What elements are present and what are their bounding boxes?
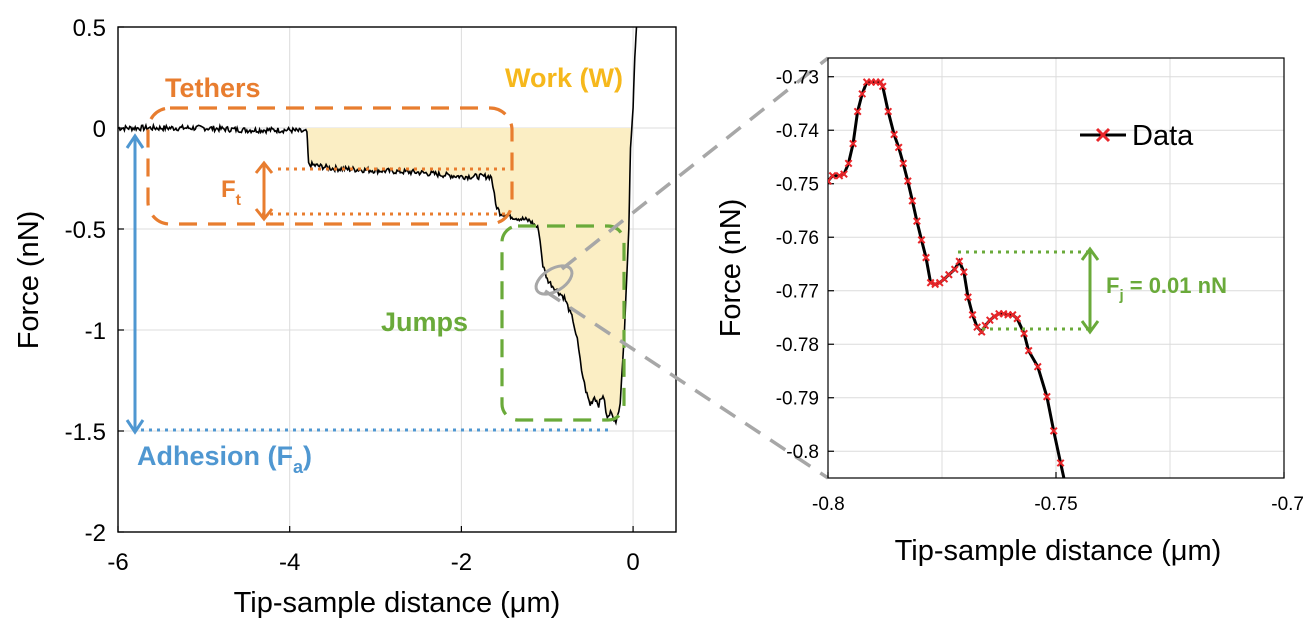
left-x-tick-label: -2	[451, 549, 472, 576]
data-point-marker	[990, 312, 999, 321]
data-point-marker	[950, 265, 959, 274]
zoom-data-line	[828, 80, 1066, 478]
fj-label-value: = 0.01 nN	[1124, 273, 1227, 298]
ft-arrow-head-bottom	[254, 208, 274, 222]
right-y-tick-label: -0.79	[776, 389, 819, 410]
right-y-tick-label: -0.75	[776, 175, 819, 196]
adhesion-label: Adhesion (Fa)	[137, 441, 312, 477]
right-x-axis-label: Tip-sample distance (μm)	[895, 535, 1222, 567]
data-point-marker	[1024, 346, 1033, 355]
data-point-marker	[849, 139, 857, 148]
force-curve-line	[118, 27, 638, 426]
data-point-marker	[908, 196, 917, 205]
left-x-tick-labels: -6 -4 -2 0	[107, 549, 639, 576]
data-point-marker	[917, 236, 926, 244]
left-y-tick-label: -1	[85, 318, 106, 345]
ft-label-sub: t	[236, 192, 242, 209]
right-y-tick-label: -0.73	[776, 68, 819, 89]
data-point-marker	[878, 82, 887, 91]
data-point-marker	[853, 107, 862, 116]
adhesion-label-end: )	[303, 441, 312, 471]
data-point-marker	[899, 159, 908, 168]
data-point-marker	[840, 170, 848, 179]
jumps-region-box	[500, 224, 626, 422]
data-point-marker	[964, 293, 972, 302]
right-x-tick-label: -0.7	[1271, 494, 1304, 515]
adhesion-label-main: Adhesion (F	[137, 441, 293, 471]
zoom-connector-bottom	[544, 289, 829, 480]
left-y-tick-label: 0	[93, 116, 106, 143]
left-x-tick-label: 0	[626, 549, 639, 576]
tethers-label: Tethers	[165, 73, 261, 103]
fj-arrow-head-top	[1080, 246, 1100, 261]
data-point-marker	[890, 130, 899, 139]
fj-label: Fj = 0.01 nN	[1106, 273, 1227, 304]
data-point-marker	[903, 177, 912, 185]
zoom-data-markers	[828, 78, 1065, 467]
data-point-marker	[955, 257, 964, 266]
data-point-marker	[876, 78, 885, 86]
right-x-tick-labels: -0.8 -0.75 -0.7	[812, 494, 1304, 515]
data-point-marker	[1013, 314, 1022, 323]
zoom-connector-top	[560, 56, 830, 271]
right-y-tick-label: -0.78	[776, 335, 819, 356]
data-point-marker	[913, 217, 921, 226]
jumps-label: Jumps	[381, 307, 468, 337]
left-y-tick-label: 0.5	[73, 15, 106, 42]
data-point-marker	[858, 89, 867, 98]
right-grid	[828, 58, 1284, 478]
data-point-marker	[922, 253, 930, 262]
right-x-tick-label: -0.75	[1034, 494, 1077, 515]
adhesion-arrow-head-bottom	[125, 419, 145, 435]
data-point-marker	[944, 270, 953, 279]
ft-label: Ft	[221, 176, 242, 209]
fj-arrow-head-bottom	[1080, 320, 1100, 335]
adhesion-arrow-head-top	[125, 133, 145, 149]
left-y-tick-labels: 0.5 0 -0.5 -1 -1.5 -2	[65, 15, 106, 547]
legend: Data	[1080, 120, 1194, 152]
work-label: Work (W)	[505, 63, 623, 93]
data-point-marker	[1020, 329, 1028, 338]
left-y-tick-label: -2	[85, 520, 106, 547]
right-y-tick-label: -0.76	[776, 228, 819, 249]
data-point-marker	[1033, 362, 1042, 371]
left-y-tick-label: -1.5	[65, 419, 106, 446]
legend-label-data: Data	[1132, 120, 1194, 152]
right-y-tick-label: -0.74	[776, 121, 820, 142]
work-area-fill	[306, 128, 632, 423]
adhesion-label-sub: a	[293, 457, 304, 477]
ft-arrow-head-top	[254, 160, 274, 174]
data-point-marker	[884, 107, 893, 116]
data-point-marker	[968, 310, 977, 319]
left-x-tick-label: -6	[107, 549, 128, 576]
fj-label-sub: j	[1118, 287, 1123, 304]
data-point-marker	[828, 171, 837, 180]
left-y-axis-label: Force (nN)	[13, 211, 45, 350]
left-plot-frame	[117, 26, 677, 533]
zoom-region-marker	[534, 264, 574, 296]
data-point-marker	[1049, 427, 1058, 435]
left-y-tick-label: -0.5	[65, 217, 106, 244]
left-x-axis-label: Tip-sample distance (μm)	[234, 587, 561, 619]
right-y-axis-label: Force (nN)	[715, 199, 747, 338]
tethers-region-box	[146, 106, 514, 226]
legend-marker-swatch	[1095, 127, 1111, 143]
right-y-tick-label: -0.8	[786, 442, 819, 463]
fj-label-main: F	[1106, 273, 1119, 298]
right-y-tick-label: -0.77	[776, 282, 819, 303]
right-tick-marks	[827, 76, 1285, 478]
left-x-tick-label: -4	[279, 549, 300, 576]
data-point-marker	[959, 268, 968, 276]
right-x-tick-label: -0.8	[812, 494, 845, 515]
data-point-marker	[894, 143, 903, 152]
data-point-marker	[1056, 459, 1065, 467]
right-y-tick-labels: -0.73 -0.74 -0.75 -0.76 -0.77 -0.78 -0.79 -0.8	[776, 68, 820, 464]
data-point-marker	[844, 159, 853, 168]
left-tick-marks	[117, 26, 634, 533]
ft-label-main: F	[221, 176, 236, 203]
data-point-marker	[1042, 392, 1051, 401]
